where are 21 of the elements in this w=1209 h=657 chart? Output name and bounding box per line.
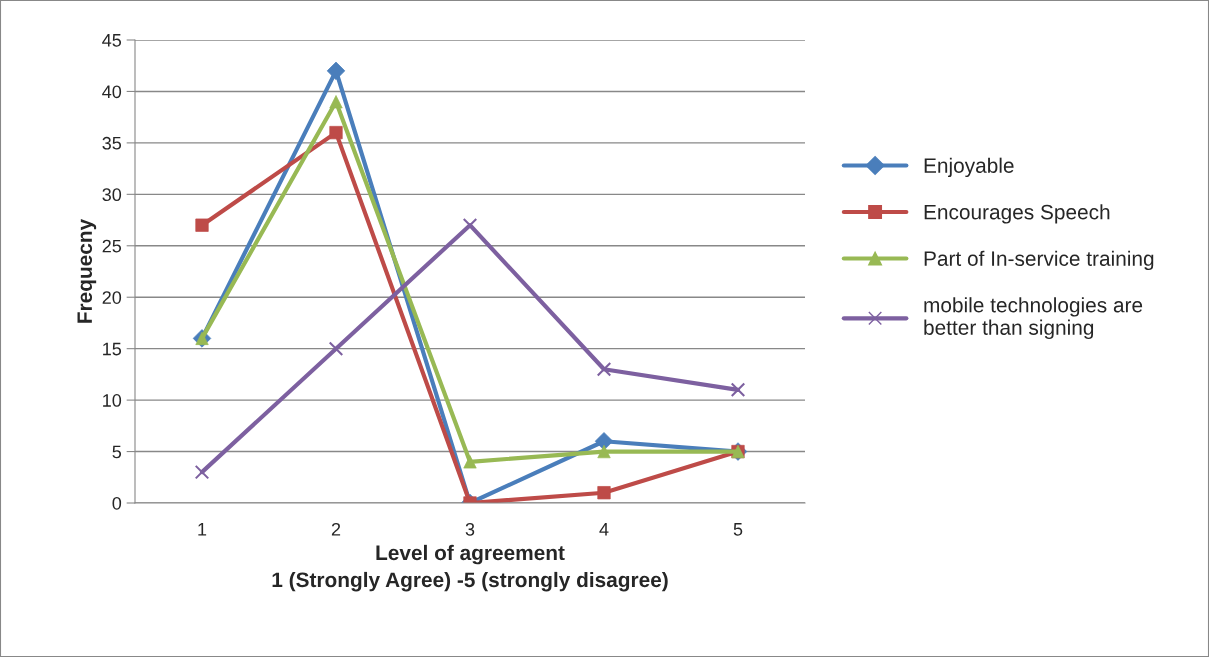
- legend-label: Part of In-service training: [924, 250, 1154, 271]
- y-tick-label: 20: [102, 291, 122, 304]
- legend-label: Enjoyable: [924, 157, 1014, 178]
- x-axis-title: Level of agreement 1 (Strongly Agree) -5 (strongly disagree): [272, 544, 668, 592]
- x-tick-label: 3: [465, 522, 475, 536]
- y-tick-label: 40: [102, 85, 122, 99]
- y-tick-label: 10: [103, 394, 122, 407]
- y-tick-label: 5: [112, 445, 122, 459]
- y-tick-label: 25: [102, 239, 122, 253]
- legend-label: mobile technologies are better than signing: [924, 297, 1143, 340]
- x-tick-label: 5: [733, 523, 743, 536]
- y-tick-label: 45: [102, 34, 122, 47]
- x-tick-label: 2: [331, 522, 341, 536]
- y-tick-label: 35: [102, 136, 122, 150]
- legend-label: Encourages Speech: [924, 204, 1110, 224]
- y-tick-label: 15: [103, 342, 122, 356]
- y-tick-label: 30: [102, 188, 122, 202]
- x-tick-label: 1: [198, 523, 207, 536]
- y-axis-title: Frequecny: [77, 218, 97, 323]
- x-tick-label: 4: [599, 523, 609, 536]
- y-tick-label: 0: [112, 496, 122, 510]
